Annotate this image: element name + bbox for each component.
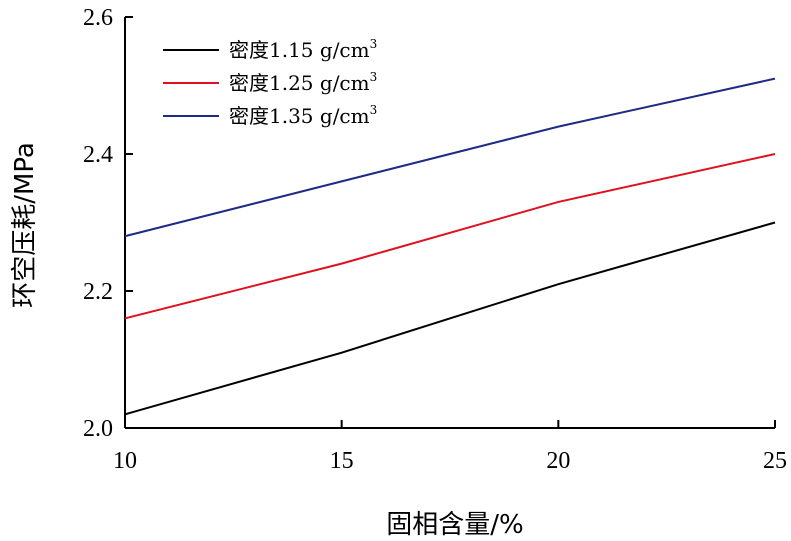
legend-label-text: 密度1.35 g/cm [229, 104, 370, 128]
series-line-1 [124, 221, 776, 416]
axes [124, 17, 775, 429]
legend-label-superscript: 3 [370, 103, 378, 117]
legend-label-superscript: 3 [370, 70, 378, 84]
legend-label-1: 密度1.15 g/cm3 [229, 37, 377, 62]
y-tick-label: 2.4 [83, 142, 113, 168]
y-axis-title: 环空压耗/MPa [10, 142, 40, 308]
legend-label-2: 密度1.25 g/cm3 [229, 70, 377, 95]
legend-label-text: 密度1.15 g/cm [229, 38, 370, 62]
y-tick-label: 2.6 [83, 5, 113, 31]
legend-label-text: 密度1.25 g/cm [229, 71, 370, 95]
legend-label-3: 密度1.35 g/cm3 [229, 103, 377, 128]
series-line-3 [124, 77, 776, 238]
y-tick-label: 2.0 [83, 416, 113, 442]
x-tick-label: 25 [763, 448, 787, 474]
x-tick-label: 10 [113, 448, 137, 474]
x-tick-label: 15 [330, 448, 354, 474]
legend-label-superscript: 3 [370, 37, 378, 51]
ticks: 2.0 2.2 2.4 2.6 10 15 20 25 [83, 5, 787, 474]
y-tick-label: 2.2 [83, 279, 113, 305]
series-lines [124, 77, 776, 416]
x-tick-label: 20 [546, 448, 570, 474]
series-line-2 [124, 153, 776, 320]
x-axis-title: 固相含量/% [386, 510, 523, 540]
